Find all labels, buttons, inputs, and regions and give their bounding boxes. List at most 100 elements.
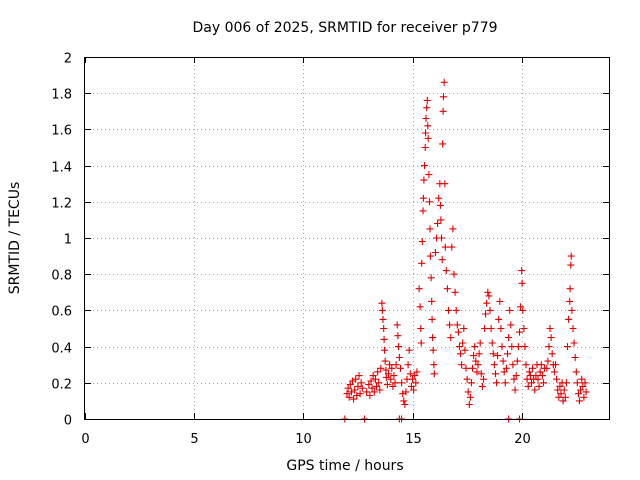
data-point bbox=[472, 357, 480, 365]
data-point bbox=[471, 343, 479, 351]
data-point bbox=[561, 393, 569, 401]
y-tick-label: 1.6 bbox=[51, 124, 72, 139]
y-tick-label: 1.2 bbox=[51, 197, 72, 212]
data-point bbox=[485, 292, 493, 300]
data-point bbox=[544, 357, 552, 365]
x-ticks: 0 5 10 15 20 bbox=[81, 57, 531, 447]
data-point bbox=[578, 375, 586, 383]
data-point bbox=[518, 267, 526, 275]
data-point bbox=[374, 368, 382, 376]
data-point bbox=[573, 379, 581, 387]
data-point bbox=[438, 256, 446, 264]
data-point bbox=[417, 339, 425, 347]
data-point bbox=[417, 325, 425, 332]
y-tick-label: 0.2 bbox=[51, 378, 72, 393]
data-point bbox=[537, 361, 545, 369]
data-point bbox=[436, 201, 444, 209]
data-point bbox=[352, 375, 360, 383]
grid-lines bbox=[85, 57, 609, 419]
data-point bbox=[476, 339, 484, 347]
data-point bbox=[576, 397, 583, 405]
data-point bbox=[356, 390, 364, 398]
data-point bbox=[431, 249, 439, 256]
y-tick-label: 2 bbox=[64, 52, 72, 67]
data-point bbox=[376, 386, 384, 394]
data-point bbox=[501, 379, 509, 387]
data-point bbox=[469, 364, 476, 372]
y-tick-label: 1.8 bbox=[51, 88, 72, 103]
data-point bbox=[460, 325, 468, 332]
data-point bbox=[448, 243, 456, 251]
data-point bbox=[385, 370, 392, 378]
data-point bbox=[413, 368, 421, 376]
data-point bbox=[443, 285, 451, 293]
data-point bbox=[426, 225, 434, 233]
data-point bbox=[427, 274, 435, 282]
data-point bbox=[419, 194, 427, 202]
data-point bbox=[386, 361, 394, 369]
data-point bbox=[357, 379, 365, 387]
data-point bbox=[401, 401, 409, 408]
data-point bbox=[484, 288, 492, 296]
data-point bbox=[531, 386, 539, 394]
data-point bbox=[439, 140, 447, 148]
data-point bbox=[415, 285, 423, 293]
data-point bbox=[424, 122, 432, 130]
data-point bbox=[532, 372, 540, 380]
data-point bbox=[355, 372, 363, 380]
data-point bbox=[507, 321, 515, 329]
x-tick-label: 0 bbox=[81, 432, 89, 447]
data-point bbox=[565, 315, 573, 323]
data-point bbox=[463, 375, 471, 383]
data-point bbox=[580, 393, 588, 401]
data-point bbox=[508, 343, 516, 351]
y-tick-label: 1 bbox=[64, 233, 72, 248]
data-point bbox=[475, 350, 483, 358]
data-point bbox=[567, 252, 575, 260]
data-point bbox=[394, 332, 402, 340]
data-point bbox=[466, 393, 474, 401]
data-point bbox=[581, 379, 589, 387]
data-point bbox=[458, 361, 466, 369]
data-point bbox=[421, 144, 429, 151]
data-point bbox=[428, 297, 436, 305]
data-point bbox=[520, 325, 528, 332]
data-point bbox=[446, 321, 454, 329]
data-points bbox=[341, 78, 590, 423]
data-point bbox=[367, 377, 375, 385]
y-tick-label: 1.4 bbox=[51, 161, 72, 176]
data-point bbox=[380, 325, 388, 332]
y-tick-label: 0.4 bbox=[51, 342, 72, 357]
data-point bbox=[411, 372, 419, 380]
data-point bbox=[564, 343, 571, 351]
data-point bbox=[430, 370, 438, 378]
data-point bbox=[582, 388, 590, 396]
data-point bbox=[487, 325, 495, 332]
data-point bbox=[389, 382, 397, 390]
data-point bbox=[430, 361, 438, 369]
data-point bbox=[470, 352, 478, 360]
data-point bbox=[570, 339, 578, 347]
x-tick-label: 20 bbox=[514, 432, 531, 447]
data-point bbox=[568, 306, 576, 314]
data-point bbox=[538, 372, 546, 380]
data-point bbox=[375, 379, 383, 387]
data-point bbox=[439, 107, 447, 115]
data-point bbox=[550, 368, 558, 376]
data-point bbox=[486, 306, 494, 314]
data-point bbox=[378, 306, 386, 314]
data-point bbox=[480, 375, 487, 383]
data-point bbox=[457, 350, 464, 358]
data-point bbox=[354, 382, 362, 390]
data-point bbox=[504, 350, 511, 358]
data-point bbox=[516, 328, 523, 336]
data-point bbox=[461, 346, 469, 354]
data-point bbox=[574, 390, 582, 398]
data-point bbox=[442, 267, 450, 275]
data-point bbox=[572, 368, 580, 376]
data-point bbox=[455, 343, 463, 351]
data-point bbox=[489, 350, 497, 358]
data-point bbox=[534, 375, 542, 383]
data-point bbox=[453, 321, 461, 329]
data-point bbox=[365, 381, 373, 389]
